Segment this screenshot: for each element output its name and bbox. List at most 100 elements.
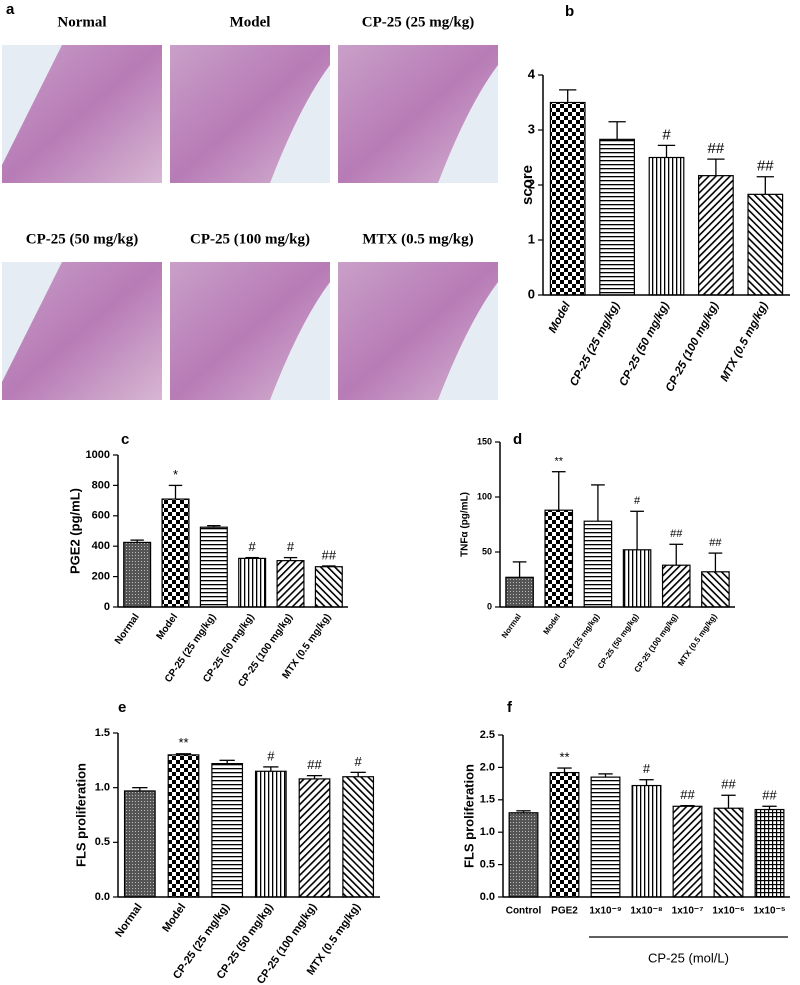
x-tick-label: Model — [160, 902, 188, 935]
x-tick-label: CP-25 (25 mg/kg) — [557, 612, 602, 671]
bar — [508, 812, 539, 898]
y-tick-label: 150 — [477, 436, 492, 446]
bar — [167, 754, 200, 898]
bar — [276, 560, 305, 608]
y-axis-title: FLS proliferation — [73, 763, 88, 867]
y-tick-label: 0.0 — [95, 891, 110, 903]
bar — [254, 770, 287, 898]
image-label: CP-25 (25 mg/kg) — [362, 14, 475, 30]
x-tick-label: 1x10⁻⁷ — [672, 906, 704, 917]
image-space — [270, 282, 330, 400]
group-label: CP-25 (mol/L) — [648, 950, 729, 965]
y-tick-label: 2.0 — [480, 761, 495, 773]
y-tick-label: 2.5 — [480, 729, 495, 741]
significance-label: ## — [322, 547, 337, 562]
x-tick-label: CP-25 (100 mg/kg) — [632, 612, 679, 674]
significance-label: ** — [178, 735, 188, 750]
panel-letter: b — [565, 3, 574, 20]
bar — [672, 805, 703, 898]
x-tick-label: Control — [506, 906, 542, 917]
significance-label: # — [287, 539, 295, 554]
x-tick-label: Normal — [500, 612, 523, 640]
y-tick-label: 1.0 — [95, 782, 110, 794]
y-tick-label: 1 — [528, 231, 535, 246]
panel-letter: e — [118, 699, 126, 716]
significance-label: ## — [708, 140, 725, 157]
bar — [199, 526, 228, 608]
y-tick-label: 600 — [92, 510, 110, 522]
y-tick-label: 3 — [528, 121, 535, 136]
bar — [698, 175, 734, 296]
significance-label: # — [634, 495, 641, 507]
bar — [631, 784, 662, 898]
bar — [754, 808, 785, 898]
x-tick-label: Normal — [113, 902, 145, 940]
y-axis-title: score — [519, 165, 536, 205]
panel-letter: a — [6, 1, 15, 18]
bar — [505, 576, 534, 608]
significance-label: # — [643, 761, 651, 776]
x-tick-label: Model — [541, 612, 562, 636]
y-tick-label: 2 — [528, 176, 535, 191]
bar — [599, 138, 635, 296]
image-space — [438, 282, 498, 400]
bar — [161, 498, 190, 608]
significance-label: ## — [721, 777, 736, 792]
x-tick-label: MTX (0.5 mg/kg) — [719, 300, 771, 384]
bar — [590, 776, 621, 898]
y-tick-label: 1.5 — [480, 794, 495, 806]
y-tick-label: 0 — [528, 286, 535, 301]
bar — [549, 771, 580, 898]
significance-label: ## — [757, 158, 774, 175]
bar — [238, 557, 267, 608]
significance-label: ## — [762, 788, 777, 803]
x-tick-label: CP-25 (50 mg/kg) — [617, 300, 671, 388]
image-label: CP-25 (100 mg/kg) — [190, 231, 310, 247]
x-tick-label: PGE2 — [551, 906, 578, 917]
y-axis-title: FLS proliferation — [461, 764, 476, 868]
bar — [123, 541, 152, 608]
bar — [583, 520, 613, 608]
x-tick-label: Model — [547, 300, 574, 336]
image-label: MTX (0.5 mg/kg) — [362, 231, 473, 247]
image-label: Normal — [57, 14, 106, 30]
y-tick-label: 400 — [92, 540, 110, 552]
x-tick-label: MTX (0.5 mg/kg) — [676, 612, 719, 668]
y-tick-label: 0.0 — [480, 891, 495, 903]
bar — [747, 193, 784, 296]
y-axis-title: PGE2 (pg/mL) — [67, 488, 82, 574]
x-tick-label: 1x10⁻⁹ — [589, 906, 622, 917]
bar — [648, 156, 685, 296]
significance-label: * — [173, 467, 178, 482]
x-tick-label: CP-25 (50 mg/kg) — [596, 612, 641, 671]
image-space — [438, 65, 498, 183]
bar — [298, 778, 331, 898]
x-tick-label: 1x10⁻⁶ — [712, 906, 744, 917]
x-tick-label: 1x10⁻⁸ — [630, 906, 663, 917]
x-tick-label: 1x10⁻⁵ — [753, 906, 786, 917]
panel-letter: f — [507, 699, 513, 716]
bar — [701, 571, 730, 608]
y-tick-label: 200 — [92, 571, 110, 583]
bar — [544, 509, 574, 608]
significance-label: ## — [709, 537, 722, 549]
x-tick-label: CP-25 (25 mg/kg) — [568, 300, 622, 388]
y-tick-label: 0.5 — [480, 859, 495, 871]
bar — [211, 763, 244, 898]
y-tick-label: 100 — [477, 491, 492, 501]
image-space — [2, 262, 62, 382]
y-tick-label: 0.5 — [95, 836, 110, 848]
y-tick-label: 0 — [487, 601, 492, 611]
panel-letter: c — [121, 431, 129, 448]
image-space — [2, 45, 62, 165]
y-axis-title: TNFα (pg/mL) — [460, 492, 471, 557]
y-tick-label: 4 — [528, 66, 536, 81]
y-tick-label: 1000 — [86, 449, 110, 461]
y-tick-label: 1.0 — [480, 826, 495, 838]
significance-label: ## — [307, 757, 322, 772]
x-tick-label: Normal — [113, 612, 142, 647]
image-space — [270, 65, 330, 183]
x-tick-label: CP-25 (100 mg/kg) — [664, 300, 721, 394]
bar — [342, 776, 375, 898]
